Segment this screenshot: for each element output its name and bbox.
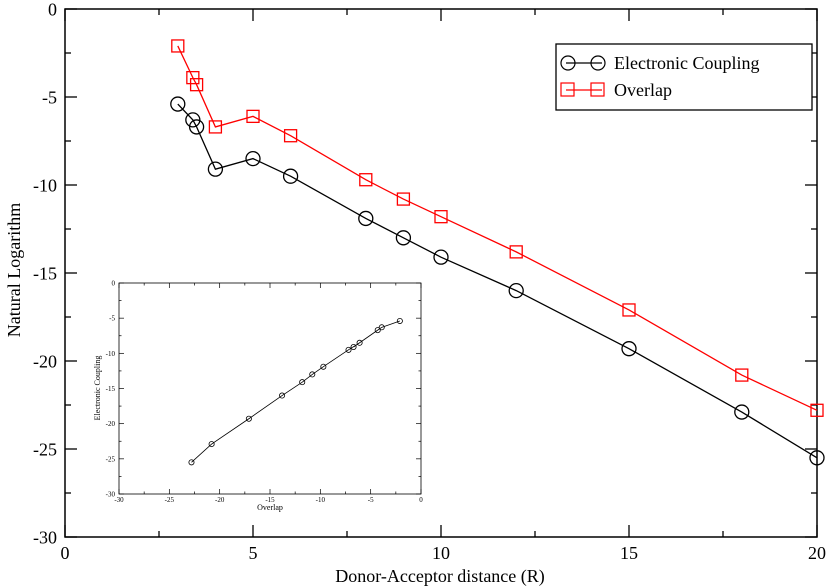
x-tick-label: 15 xyxy=(620,543,638,563)
y-tick-label: -20 xyxy=(33,351,57,371)
y-tick-label: -25 xyxy=(106,455,116,463)
data-point-circle xyxy=(350,344,357,351)
data-point-circle xyxy=(185,112,201,128)
data-point-circle xyxy=(396,317,403,324)
data-point-square xyxy=(171,39,185,53)
data-point-square xyxy=(810,403,824,417)
legend-marker-circle xyxy=(590,55,606,71)
data-point-circle xyxy=(188,459,195,466)
series-line-1 xyxy=(177,45,818,411)
y-tick-label: -15 xyxy=(33,263,57,283)
x-tick-label: 5 xyxy=(249,543,258,563)
data-point-circle xyxy=(208,441,215,448)
y-tick-label: -10 xyxy=(33,175,57,195)
legend-marker-circle xyxy=(560,55,576,71)
x-tick-label: 0 xyxy=(61,543,70,563)
y-tick-label: -15 xyxy=(106,385,116,393)
data-point-circle xyxy=(358,210,374,227)
x-tick-label: -5 xyxy=(368,496,374,504)
main-series-group xyxy=(170,39,825,466)
x-tick-label: -25 xyxy=(165,496,175,504)
y-tick-label: -25 xyxy=(33,439,57,459)
data-point-circle xyxy=(299,379,306,386)
data-point-circle xyxy=(245,415,252,422)
data-point-circle xyxy=(309,371,316,378)
legend-marker-square xyxy=(560,82,575,97)
x-tick-label: -20 xyxy=(215,496,225,504)
x-tick-label: 10 xyxy=(432,543,450,563)
data-point-square xyxy=(186,70,200,85)
x-tick-label: -10 xyxy=(316,496,326,504)
data-point-square xyxy=(735,368,749,382)
inset-axis-ticks: -30 -25 -20 -15 -10 -5 0 0 -5 -10 -15 -20 -25 -30 xyxy=(106,279,424,504)
inset-x-axis-label: Overlap xyxy=(257,503,283,512)
legend-label-electronic-coupling: Electronic Coupling xyxy=(614,53,759,73)
x-tick-label: 0 xyxy=(419,496,423,504)
y-tick-label: -5 xyxy=(42,87,57,107)
x-tick-label: -30 xyxy=(114,496,124,504)
inset-chart: -30 -25 -20 -15 -10 -5 0 0 -5 -10 -15 -20 -25 -30 Ove… xyxy=(93,279,423,512)
data-point-circle xyxy=(279,392,286,399)
data-point-circle xyxy=(621,341,637,357)
main-y-axis-label: Natural Logarithm xyxy=(4,203,24,337)
inset-series-group xyxy=(188,317,403,466)
data-point-circle xyxy=(345,346,352,353)
inset-y-axis-label: Electronic Coupling xyxy=(93,356,102,421)
data-point-circle xyxy=(207,161,224,177)
series-line-0 xyxy=(177,103,818,459)
series-line-0 xyxy=(191,320,400,463)
main-x-axis-label: Donor-Acceptor distance (R) xyxy=(335,566,545,587)
data-point-circle xyxy=(508,282,524,299)
data-point-circle xyxy=(734,404,750,420)
y-tick-label: -20 xyxy=(106,420,116,428)
x-tick-label: 20 xyxy=(808,543,826,563)
data-point-square xyxy=(246,109,260,124)
legend: Electronic Coupling Overlap xyxy=(555,43,813,111)
legend-marker-square xyxy=(590,82,605,97)
inset-background xyxy=(119,283,421,494)
data-point-circle xyxy=(282,168,299,184)
data-point-square xyxy=(509,245,523,259)
data-point-square xyxy=(208,120,223,134)
y-tick-label: -30 xyxy=(33,527,57,547)
data-point-circle xyxy=(395,230,412,246)
main-axis-ticks: 0 5 10 15 20 0 -5 -10 -15 -20 -25 -30 xyxy=(33,0,826,563)
y-tick-label: 0 xyxy=(48,0,57,19)
data-point-square xyxy=(434,210,448,224)
data-point-circle xyxy=(170,96,186,112)
legend-label-overlap: Overlap xyxy=(614,80,672,100)
data-point-circle xyxy=(374,327,381,334)
legend-item-electronic-coupling: Electronic Coupling xyxy=(560,53,759,73)
x-tick-label: -15 xyxy=(265,496,275,504)
y-tick-label: -5 xyxy=(109,315,115,323)
data-point-circle xyxy=(378,324,385,331)
data-point-circle xyxy=(356,339,363,346)
y-tick-label: 0 xyxy=(112,279,116,287)
data-point-circle xyxy=(188,119,205,135)
data-point-square xyxy=(622,303,636,317)
legend-item-overlap: Overlap xyxy=(560,80,672,100)
data-point-circle xyxy=(245,150,261,167)
data-point-circle xyxy=(433,249,449,265)
y-tick-label: -10 xyxy=(106,350,116,358)
data-point-circle xyxy=(320,363,327,370)
legend-box xyxy=(555,43,813,111)
data-point-circle xyxy=(809,450,825,466)
y-tick-label: -30 xyxy=(106,490,116,498)
data-point-square xyxy=(396,192,411,206)
data-point-square xyxy=(189,78,204,92)
data-point-square xyxy=(283,129,298,143)
data-point-square xyxy=(359,173,373,187)
